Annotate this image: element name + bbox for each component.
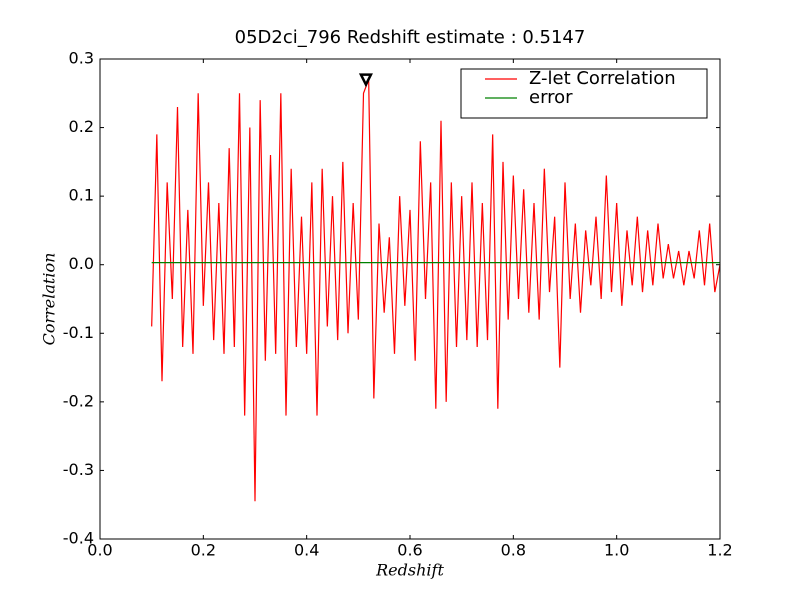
y-tick-label: -0.4 — [63, 529, 94, 548]
estimate-marker — [358, 73, 373, 88]
legend-label: Z-let Correlation — [529, 68, 676, 89]
x-tick-label: 0.2 — [191, 541, 216, 560]
y-tick-label: 0.2 — [69, 117, 94, 136]
series-line — [151, 79, 721, 502]
y-tick-label: 0.0 — [69, 254, 94, 273]
y-tick-label: -0.2 — [63, 391, 94, 410]
x-tick-label: 0.8 — [501, 541, 526, 560]
y-tick-label: 0.1 — [69, 186, 94, 205]
x-tick-label: 0.0 — [87, 541, 112, 560]
legend-box — [460, 68, 708, 119]
x-tick-label: 1.0 — [604, 541, 629, 560]
x-axis-label: Redshift — [375, 561, 444, 580]
plot-frame — [99, 58, 721, 540]
x-tick-label: 0.6 — [397, 541, 422, 560]
y-tick-label: -0.3 — [63, 460, 94, 479]
chart-title: 05D2ci_796 Redshift estimate : 0.5147 — [235, 27, 586, 48]
x-tick-label: 0.4 — [294, 541, 319, 560]
x-tick-label: 1.2 — [707, 541, 732, 560]
legend-label: error — [529, 87, 573, 108]
y-tick-label: -0.1 — [63, 323, 94, 342]
y-tick-label: 0.3 — [69, 49, 94, 68]
y-axis-label: Correlation — [40, 253, 59, 346]
